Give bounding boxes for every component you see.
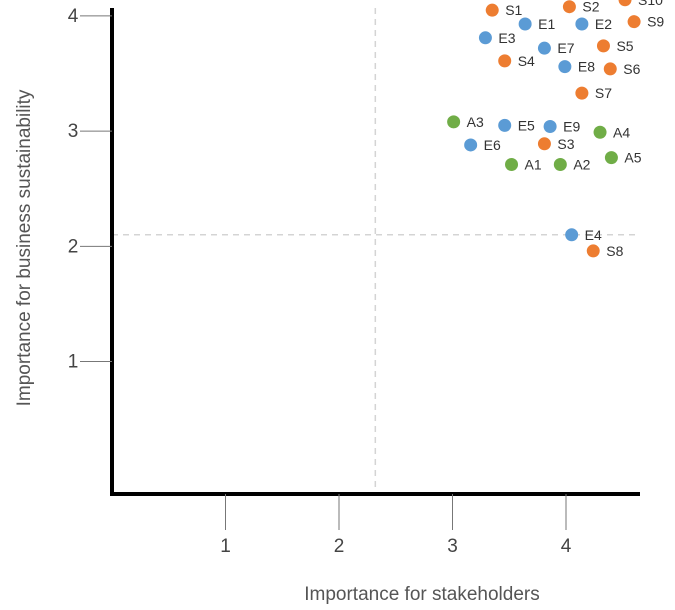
data-point-e8: E8 bbox=[558, 59, 595, 75]
point-marker bbox=[464, 138, 478, 152]
point-marker bbox=[543, 120, 557, 134]
data-point-e3: E3 bbox=[478, 30, 516, 46]
point-marker bbox=[604, 151, 618, 165]
point-label: E1 bbox=[538, 16, 555, 32]
point-label: S10 bbox=[638, 0, 663, 8]
point-label: E6 bbox=[484, 137, 501, 153]
point-marker bbox=[537, 137, 551, 151]
point-label: E2 bbox=[595, 16, 612, 32]
point-label: S9 bbox=[647, 14, 664, 30]
data-point-s4: S4 bbox=[498, 53, 535, 69]
point-label: S5 bbox=[616, 38, 633, 54]
x-axis-label: Importance for stakeholders bbox=[304, 584, 540, 605]
point-marker bbox=[485, 3, 499, 17]
data-point-s5: S5 bbox=[596, 38, 634, 54]
point-marker bbox=[565, 228, 579, 242]
x-tick-label: 4 bbox=[561, 536, 572, 557]
data-point-e9: E9 bbox=[543, 119, 580, 135]
x-tick-label: 2 bbox=[334, 536, 345, 557]
point-marker bbox=[575, 17, 589, 31]
data-point-s2: S2 bbox=[562, 0, 600, 15]
data-point-a1: A1 bbox=[505, 157, 542, 173]
point-marker bbox=[505, 158, 519, 172]
point-marker bbox=[537, 41, 551, 55]
point-label: E5 bbox=[518, 117, 535, 133]
data-point-a4: A4 bbox=[593, 124, 630, 140]
data-point-s3: S3 bbox=[537, 136, 575, 152]
point-label: S1 bbox=[505, 2, 522, 18]
point-marker bbox=[553, 158, 567, 172]
point-label: A2 bbox=[573, 157, 590, 173]
x-axis-ticks: 1 2 3 4 bbox=[220, 494, 572, 557]
point-label: E7 bbox=[557, 40, 574, 56]
point-marker bbox=[562, 0, 576, 14]
point-label: E3 bbox=[498, 30, 515, 46]
data-point-a2: A2 bbox=[553, 157, 591, 173]
data-point-e6: E6 bbox=[464, 137, 501, 153]
point-label: A5 bbox=[624, 150, 641, 166]
data-point-a3: A3 bbox=[447, 114, 484, 130]
data-point-s6: S6 bbox=[603, 61, 641, 77]
point-marker bbox=[627, 15, 641, 29]
axes bbox=[110, 8, 640, 496]
point-marker bbox=[618, 0, 632, 7]
point-marker bbox=[498, 54, 512, 68]
point-marker bbox=[518, 17, 532, 31]
data-point-s7: S7 bbox=[575, 85, 612, 101]
data-point-a5: A5 bbox=[604, 150, 642, 166]
point-marker bbox=[575, 86, 589, 100]
data-point-e1: E1 bbox=[518, 16, 555, 32]
point-label: S4 bbox=[518, 53, 535, 69]
point-label: E4 bbox=[585, 227, 602, 243]
point-label: S3 bbox=[557, 136, 574, 152]
data-point-s1: S1 bbox=[485, 2, 523, 18]
point-label: A1 bbox=[525, 157, 542, 173]
point-marker bbox=[593, 125, 607, 139]
data-point-e4: E4 bbox=[565, 227, 602, 243]
point-marker bbox=[478, 31, 492, 45]
point-marker bbox=[447, 115, 461, 129]
data-point-s8: S8 bbox=[586, 243, 624, 259]
x-tick-label: 3 bbox=[447, 536, 458, 557]
point-label: A3 bbox=[467, 114, 484, 130]
data-point-s9: S9 bbox=[627, 14, 664, 30]
y-tick-label: 1 bbox=[68, 352, 79, 373]
y-tick-label: 3 bbox=[68, 121, 79, 142]
data-point-e7: E7 bbox=[537, 40, 575, 56]
point-label: S2 bbox=[582, 0, 599, 15]
point-label: E8 bbox=[578, 59, 595, 75]
point-label: S7 bbox=[595, 85, 612, 101]
x-tick-label: 1 bbox=[220, 536, 231, 557]
reference-lines bbox=[112, 8, 636, 494]
point-marker bbox=[498, 118, 512, 132]
point-label: S6 bbox=[623, 61, 640, 77]
data-points: S1 S2 S10 S9 E1 E2 E3 E7 S5 S4 E8 S6 S7 A3 E5 E9 A4 E6 S3 A… bbox=[447, 0, 664, 259]
y-axis-label: Importance for business sustainability bbox=[14, 89, 35, 406]
point-label: S8 bbox=[606, 243, 623, 259]
y-tick-label: 2 bbox=[68, 236, 79, 257]
data-point-s10: S10 bbox=[618, 0, 663, 8]
y-axis-ticks: 1 2 3 4 bbox=[68, 6, 112, 373]
point-marker bbox=[603, 62, 617, 76]
point-marker bbox=[596, 39, 610, 53]
point-label: E9 bbox=[563, 119, 580, 135]
data-point-e5: E5 bbox=[498, 117, 535, 133]
point-marker bbox=[586, 244, 600, 258]
y-tick-label: 4 bbox=[68, 6, 79, 27]
data-point-e2: E2 bbox=[575, 16, 612, 32]
point-marker bbox=[558, 60, 572, 74]
point-label: A4 bbox=[613, 124, 630, 140]
